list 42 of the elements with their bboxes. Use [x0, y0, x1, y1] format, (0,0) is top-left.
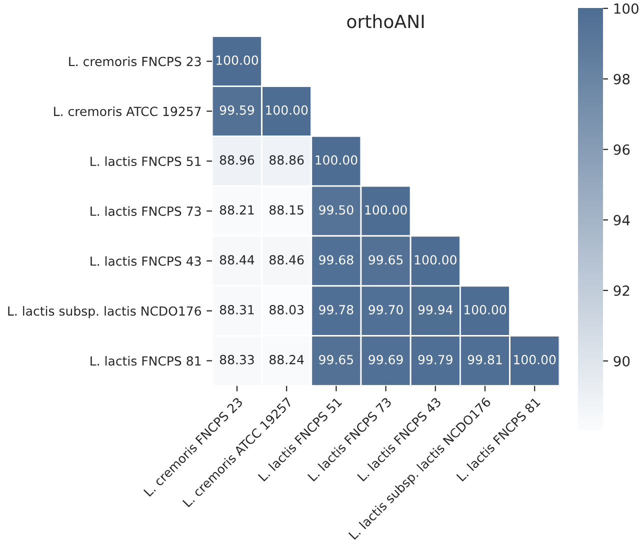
y-tick-label: L. lactis FNCPS 81	[90, 356, 201, 366]
data-label: 88.24	[270, 354, 304, 364]
y-tick-label: L. lactis FNCPS 51	[90, 156, 201, 166]
data-label: 99.65	[368, 255, 403, 265]
y-tick-label: L. cremoris ATCC 19257	[54, 106, 201, 116]
y-tick-label: L. lactis FNCPS 73	[90, 206, 201, 216]
data-label: 88.86	[270, 155, 304, 165]
data-label: 100.00	[266, 105, 308, 115]
data-label: 88.21	[220, 205, 254, 215]
data-label: 88.15	[270, 205, 304, 215]
y-tick-label: L. cremoris FNCPS 23	[69, 56, 201, 66]
data-label: 99.78	[319, 305, 354, 314]
data-label: 99.68	[319, 255, 354, 265]
data-label: 100.00	[514, 354, 556, 364]
data-label: 99.94	[418, 305, 453, 314]
data-label: 88.33	[220, 354, 254, 364]
data-label: 88.46	[270, 255, 304, 265]
data-label: 99.79	[418, 354, 452, 364]
color-bar-label: 94	[614, 214, 630, 226]
data-label: 100.00	[216, 55, 258, 65]
data-label: 99.50	[319, 205, 354, 215]
y-tick-label: L. lactis subsp. lactis NCDO176	[8, 306, 201, 318]
data-label: 88.31	[220, 305, 254, 314]
color-bar-label: 90	[614, 356, 630, 366]
color-bar-label: 100	[614, 3, 638, 14]
data-label: 88.03	[270, 305, 304, 314]
color-bar-label: 96	[614, 144, 630, 155]
data-label: 99.70	[368, 305, 403, 314]
data-label: 99.69	[368, 354, 403, 364]
color-bar-label: 92	[614, 285, 630, 296]
data-label: 100.00	[464, 305, 506, 314]
data-label: 88.44	[220, 255, 254, 265]
y-tick-label: L. lactis FNCPS 43	[90, 256, 201, 266]
color-bar-label: 98	[614, 74, 630, 84]
data-label: 99.59	[220, 105, 254, 115]
data-label: 99.81	[468, 354, 502, 364]
data-label: 100.00	[365, 205, 407, 215]
data-label: 99.65	[319, 354, 353, 364]
data-label: 100.00	[316, 155, 358, 165]
data-label: 100.00	[414, 255, 456, 265]
chart-title: orthoANI	[347, 14, 424, 28]
data-label: 88.96	[220, 155, 254, 165]
